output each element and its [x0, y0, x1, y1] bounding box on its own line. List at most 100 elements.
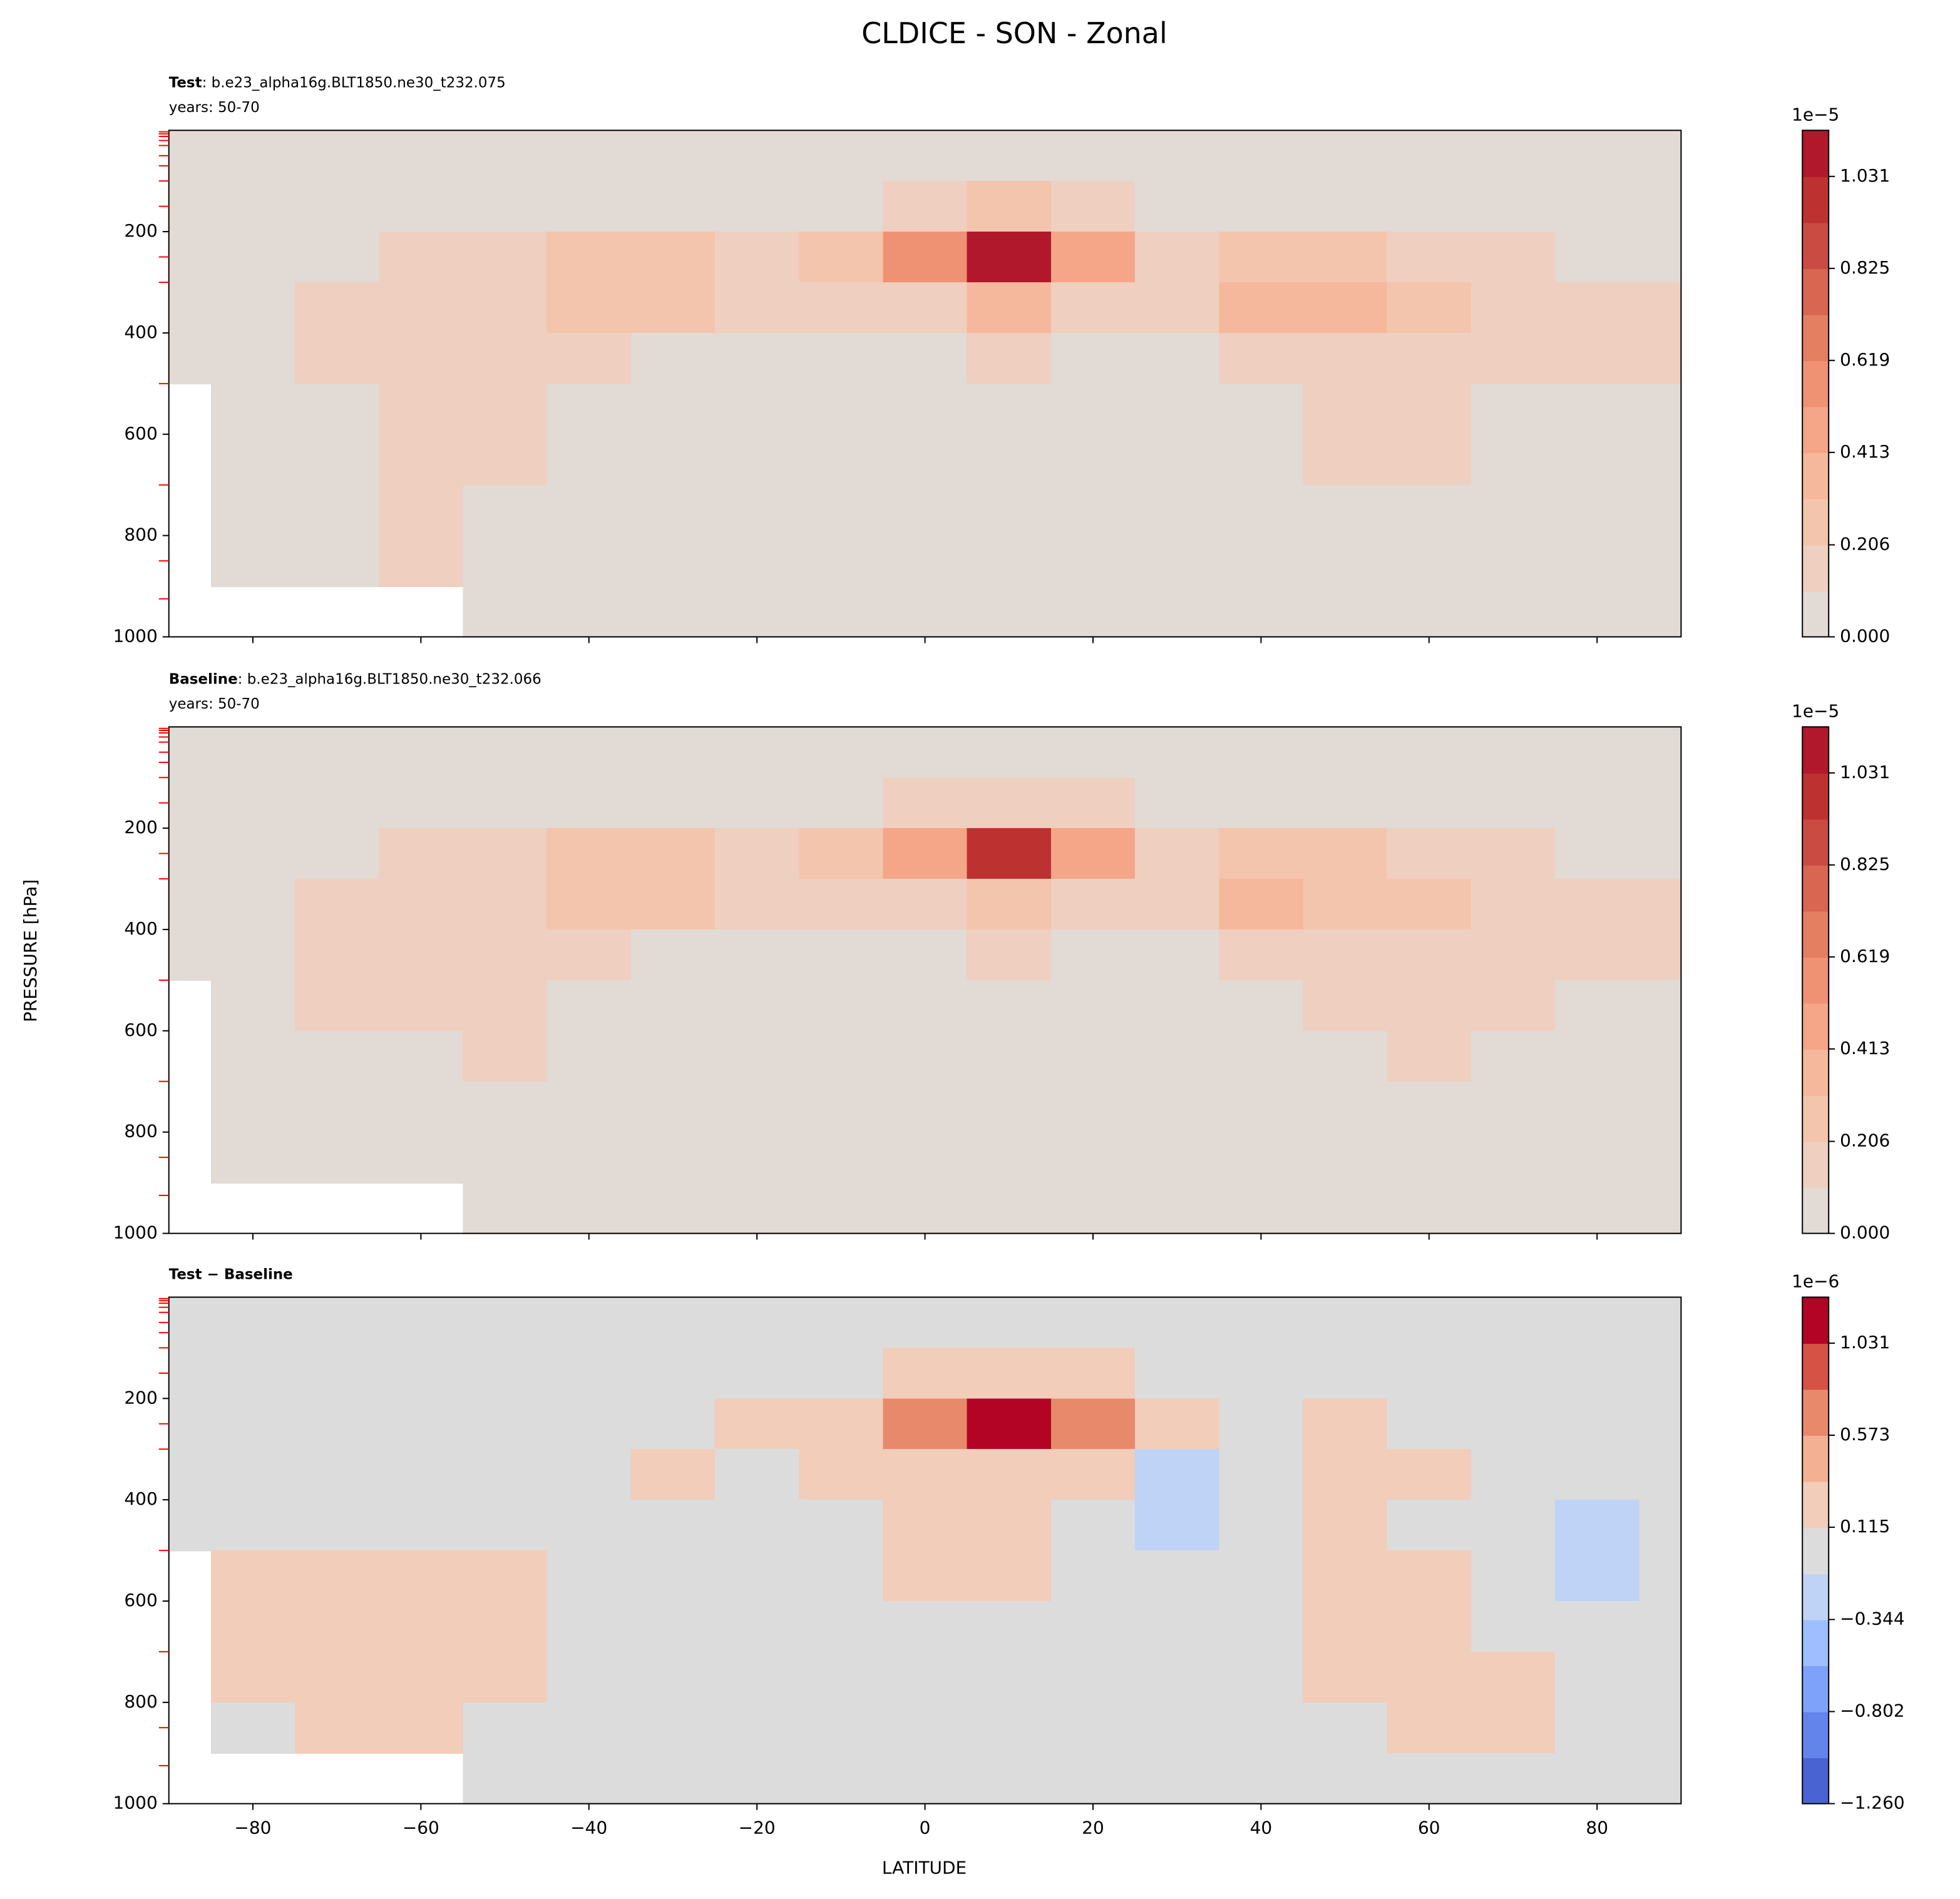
contour-cell	[1470, 586, 1556, 638]
contour-cell	[210, 879, 296, 931]
contour-cell	[1470, 282, 1556, 334]
contour-cell	[799, 434, 884, 486]
contour-cell	[715, 1753, 800, 1804]
contour-cell	[967, 1182, 1052, 1234]
colorbar-tick-label: 0.619	[1840, 349, 1890, 370]
contour-cell	[546, 1651, 632, 1704]
contour-cell	[379, 332, 464, 385]
contour-cell	[883, 484, 968, 536]
contour-cell	[463, 1398, 548, 1450]
contour-cell	[1639, 879, 1682, 931]
contour-cell	[1219, 1651, 1304, 1704]
contour-cell	[1050, 434, 1136, 486]
contour-cell	[1555, 828, 1640, 880]
contour-cell	[379, 1550, 464, 1602]
colorbar-bin	[1802, 1573, 1829, 1620]
contour-cell	[1303, 1753, 1388, 1804]
contour-cell	[799, 535, 884, 587]
contour-cell	[967, 777, 1052, 829]
contour-cell	[715, 332, 800, 385]
contour-cell	[967, 1702, 1052, 1754]
contour-cell	[1135, 929, 1220, 981]
contour-cell	[210, 1500, 296, 1552]
contour-cell	[1135, 1449, 1220, 1501]
contour-cell	[630, 181, 716, 233]
contour-cell	[883, 828, 968, 880]
contour-cell	[210, 828, 296, 880]
contour-cell	[630, 1348, 716, 1400]
contour-cell	[1050, 980, 1136, 1032]
contour-cell	[463, 1132, 548, 1184]
contour-cell	[1303, 383, 1388, 435]
contour-cell	[630, 1398, 716, 1450]
contour-cell	[883, 1132, 968, 1184]
contour-cell	[1219, 1182, 1304, 1234]
contour-cell	[1639, 980, 1682, 1032]
contour-cell	[546, 1132, 632, 1184]
contour-cell	[715, 383, 800, 435]
contour-cell	[1050, 1702, 1136, 1754]
contour-cell	[1219, 332, 1304, 385]
contour-cell	[1135, 1132, 1220, 1184]
contour-cell	[295, 1081, 380, 1133]
contour-cell	[883, 1601, 968, 1653]
contour-cell	[1135, 586, 1220, 638]
contour-cell	[210, 484, 296, 536]
contour-cell	[1555, 1601, 1640, 1653]
contour-cell	[1303, 828, 1388, 880]
contour-cell	[1135, 1348, 1220, 1400]
contour-cell	[1219, 434, 1304, 486]
contour-cell	[1135, 1398, 1220, 1450]
contour-cell	[463, 777, 548, 829]
contour-cell	[1219, 1398, 1304, 1450]
contour-cell	[1135, 1753, 1220, 1804]
x-tick-label: 0	[920, 1818, 931, 1838]
contour-cell	[715, 586, 800, 638]
colorbar-tick-label: 0.573	[1840, 1424, 1890, 1445]
contour-cell	[1135, 1702, 1220, 1754]
contour-cell	[967, 1500, 1052, 1552]
contour-cell	[883, 434, 968, 486]
colorbar-bin	[1802, 1389, 1829, 1436]
contour-cell	[883, 1550, 968, 1602]
contour-cell	[1219, 1081, 1304, 1133]
contour-cell	[1555, 1081, 1640, 1133]
contour-cell	[630, 1601, 716, 1653]
contour-cell	[1555, 535, 1640, 587]
contour-cell	[967, 929, 1052, 981]
y-tick-label: 200	[124, 1387, 157, 1408]
contour-cell	[1555, 1297, 1640, 1349]
contour-cell	[967, 1348, 1052, 1400]
colorbar-bin	[1802, 1481, 1829, 1528]
colorbar-bin	[1802, 865, 1829, 912]
contour-cell	[883, 1702, 968, 1754]
x-tick-label: 80	[1586, 1818, 1608, 1838]
contour-cell	[168, 282, 212, 334]
contour-cell	[1303, 1550, 1388, 1602]
contour-cell	[883, 332, 968, 385]
contour-cell	[546, 1702, 632, 1754]
contour-cell	[1050, 1601, 1136, 1653]
contour-cell	[883, 879, 968, 931]
colorbar-bin	[1802, 406, 1829, 454]
contour-cell	[1050, 1500, 1136, 1552]
contour-cell	[1303, 777, 1388, 829]
contour-cell	[799, 879, 884, 931]
contour-cell	[1387, 828, 1472, 880]
contour-cell	[1555, 586, 1640, 638]
contour-cell	[1135, 1030, 1220, 1082]
contour-cell	[463, 181, 548, 233]
contour-cell	[883, 929, 968, 981]
contour-cell	[630, 1081, 716, 1133]
contour-cell	[1387, 1081, 1472, 1133]
contour-cell	[1050, 332, 1136, 385]
contour-cell	[1303, 980, 1388, 1032]
contour-cell	[295, 1030, 380, 1082]
contour-cell	[210, 232, 296, 284]
contour-cell	[295, 1297, 380, 1349]
contour-cell	[1303, 282, 1388, 334]
contour-cell	[1555, 1651, 1640, 1704]
contour-cell	[463, 1550, 548, 1602]
panel-label-bold: Test	[169, 74, 202, 91]
